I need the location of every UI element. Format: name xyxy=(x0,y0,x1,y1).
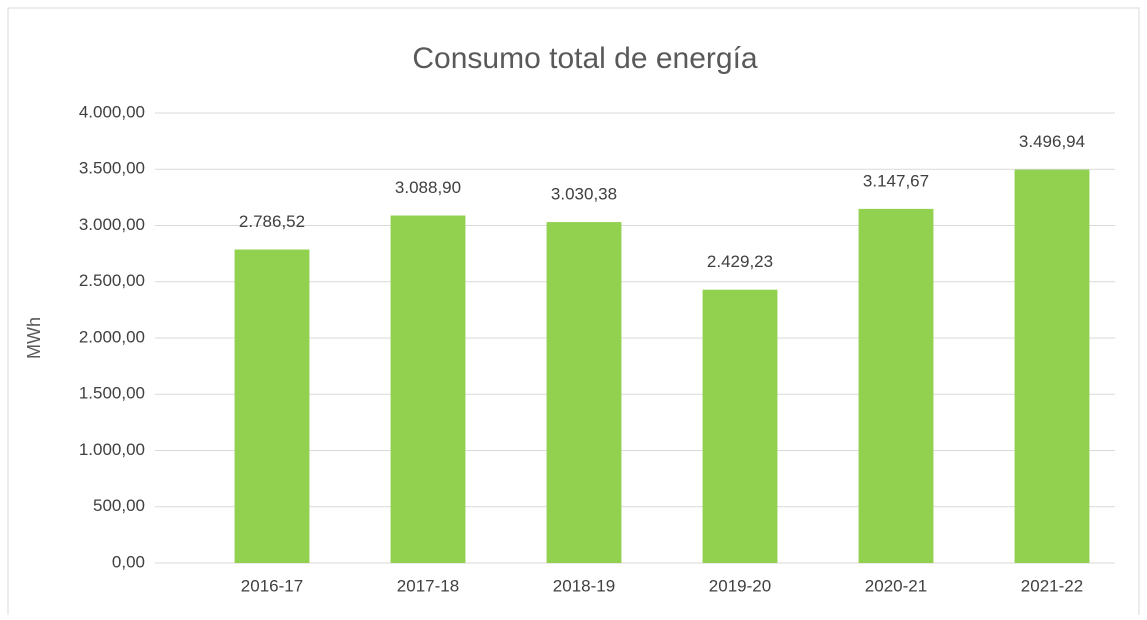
y-tick-label: 500,00 xyxy=(93,496,145,515)
x-tick-label: 2020-21 xyxy=(865,576,927,595)
bar xyxy=(702,289,778,563)
bar xyxy=(390,215,466,563)
bar xyxy=(858,208,934,563)
x-tick-label: 2021-22 xyxy=(1021,576,1083,595)
data-label: 3.030,38 xyxy=(551,185,617,204)
y-tick-label: 0,00 xyxy=(112,552,145,571)
x-tick-label: 2017-18 xyxy=(397,576,459,595)
x-tick-label: 2018-19 xyxy=(553,576,615,595)
data-label: 3.496,94 xyxy=(1019,132,1085,151)
y-tick-label: 4.000,00 xyxy=(79,102,145,121)
y-tick-label: 1.500,00 xyxy=(79,384,145,403)
data-label: 2.429,23 xyxy=(707,252,773,271)
bar xyxy=(1014,169,1090,564)
data-label: 3.147,67 xyxy=(863,171,929,190)
chart-title: Consumo total de energía xyxy=(412,42,758,75)
bar xyxy=(234,249,310,564)
x-tick-label: 2016-17 xyxy=(241,576,303,595)
bar xyxy=(546,222,622,563)
data-label: 3.088,90 xyxy=(395,178,461,197)
y-tick-label: 2.500,00 xyxy=(79,271,145,290)
x-tick-label: 2019-20 xyxy=(709,576,771,595)
y-axis-label: MWh xyxy=(24,317,44,359)
data-label: 2.786,52 xyxy=(239,212,305,231)
y-tick-label: 2.000,00 xyxy=(79,327,145,346)
y-tick-label: 3.500,00 xyxy=(79,159,145,178)
y-tick-label: 1.000,00 xyxy=(79,440,145,459)
y-tick-label: 3.000,00 xyxy=(79,215,145,234)
